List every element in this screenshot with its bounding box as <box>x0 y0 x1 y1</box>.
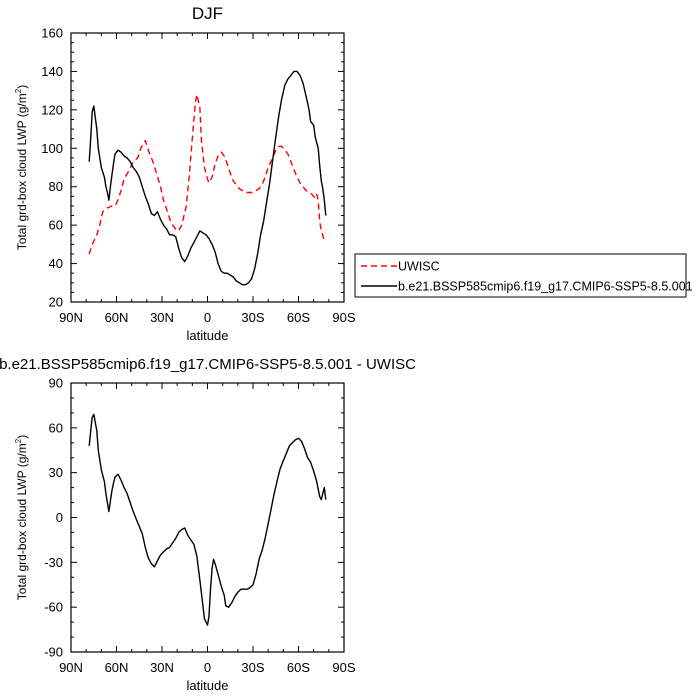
legend-box <box>354 253 687 298</box>
plot-frame <box>70 32 345 303</box>
x-tick-label: 0 <box>204 310 211 325</box>
x-tick-label: 30S <box>241 660 264 675</box>
y-tick-label: -90 <box>44 645 63 660</box>
y-tick-label: 160 <box>41 26 63 41</box>
x-tick-label: 30N <box>150 310 174 325</box>
legend-label: b.e21.BSSP585cmip6.f19_g17.CMIP6-SSP5-8.… <box>398 280 693 294</box>
y-tick-label: -30 <box>44 555 63 570</box>
x-tick-label: 60N <box>105 660 129 675</box>
x-tick-label: 60N <box>105 310 129 325</box>
legend: UWISC b.e21.BSSP585cmip6.f19_g17.CMIP6-SS… <box>354 253 693 298</box>
series-line-b-e21-bssp585cmip6-f19-g17-cmip6-ssp5-8- <box>88 70 327 286</box>
series-line-uwisc <box>88 93 325 255</box>
y-tick-label: 0 <box>56 510 63 525</box>
y-tick-label: 40 <box>49 256 63 271</box>
y-tick-label: 140 <box>41 64 63 79</box>
x-tick-label: 90S <box>332 310 355 325</box>
chart-title: b.e21.BSSP585cmip6.f19_g17.CMIP6-SSP5-8.… <box>0 356 416 373</box>
y-tick-label: 120 <box>41 102 63 117</box>
y-tick-label: 30 <box>49 465 63 480</box>
y-tick-label: 90 <box>49 376 63 391</box>
y-tick-label: 20 <box>49 295 63 310</box>
plot-frame <box>70 382 345 653</box>
legend-label: UWISC <box>398 260 440 274</box>
x-axis-label: latitude <box>187 328 229 343</box>
y-tick-label: 60 <box>49 218 63 233</box>
series-line-difference <box>88 413 327 626</box>
x-tick-label: 90N <box>59 660 83 675</box>
y-tick-label: 80 <box>49 179 63 194</box>
x-tick-label: 60S <box>287 310 310 325</box>
chart-title: DJF <box>192 4 223 23</box>
x-tick-label: 60S <box>287 660 310 675</box>
y-tick-label: 60 <box>49 420 63 435</box>
y-axis-label: Total grd-box cloud LWP (g/m2) <box>14 435 29 600</box>
chart-panel-1: DJF 90N 60N 30N 0 30S 60S 90S 20 40 60 80 100 120 140 1… <box>14 4 693 343</box>
x-tick-label: 30S <box>241 310 264 325</box>
y-tick-label: -60 <box>44 600 63 615</box>
y-axis-label: Total grd-box cloud LWP (g/m2) <box>14 85 29 250</box>
y-tick-label: 100 <box>41 141 63 156</box>
x-tick-label: 0 <box>204 660 211 675</box>
x-tick-label: 90S <box>332 660 355 675</box>
chart-panel-2: b.e21.BSSP585cmip6.f19_g17.CMIP6-SSP5-8.… <box>0 356 416 693</box>
x-tick-label: 90N <box>59 310 83 325</box>
x-tick-label: 30N <box>150 660 174 675</box>
x-axis-label: latitude <box>187 678 229 693</box>
